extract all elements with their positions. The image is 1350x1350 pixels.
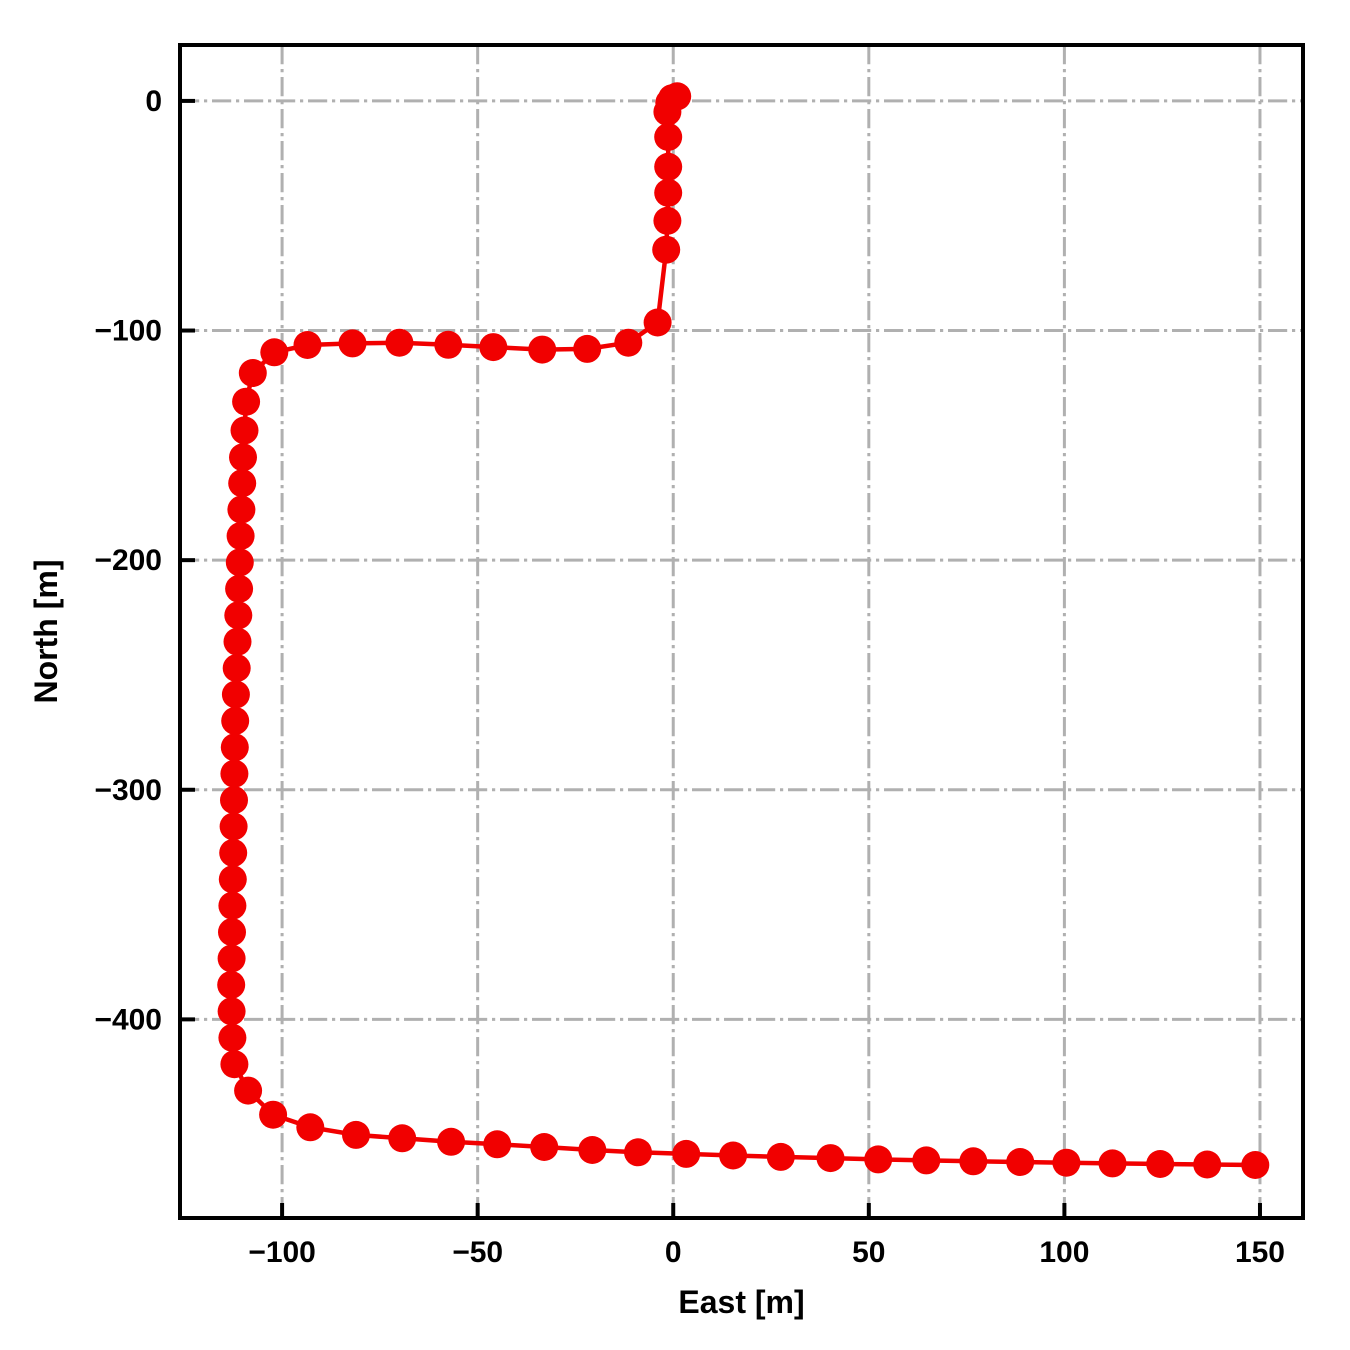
data-point bbox=[217, 997, 246, 1026]
data-point bbox=[222, 654, 251, 683]
data-point bbox=[672, 1139, 701, 1168]
data-point bbox=[385, 328, 414, 357]
data-point bbox=[864, 1145, 893, 1174]
data-point bbox=[220, 733, 249, 762]
data-point bbox=[221, 706, 250, 735]
x-tick-label: 100 bbox=[1039, 1236, 1089, 1269]
data-point bbox=[483, 1130, 512, 1159]
data-point bbox=[437, 1127, 466, 1156]
x-tick-label: 150 bbox=[1235, 1236, 1285, 1269]
data-point bbox=[220, 759, 249, 788]
data-point bbox=[643, 308, 672, 337]
data-point bbox=[1052, 1148, 1081, 1177]
data-point bbox=[654, 152, 683, 181]
data-point bbox=[653, 97, 682, 126]
trajectory-line bbox=[228, 94, 1258, 1168]
data-point bbox=[218, 891, 247, 920]
data-point bbox=[220, 786, 248, 815]
data-point bbox=[293, 331, 322, 359]
y-tick-label: −400 bbox=[94, 1003, 162, 1036]
x-tick-label: 50 bbox=[852, 1236, 885, 1269]
axis-ticks bbox=[180, 98, 1262, 1218]
data-point bbox=[218, 865, 247, 894]
data-point bbox=[816, 1144, 845, 1173]
trajectory-data-points bbox=[217, 82, 1270, 1179]
data-point bbox=[578, 1136, 607, 1164]
data-point bbox=[1006, 1148, 1035, 1176]
data-point bbox=[528, 335, 557, 364]
x-tick-label: 0 bbox=[665, 1236, 682, 1269]
data-point bbox=[296, 1113, 325, 1142]
data-point bbox=[434, 330, 463, 359]
data-point bbox=[227, 495, 256, 524]
data-point bbox=[1146, 1150, 1175, 1178]
data-point bbox=[479, 333, 508, 362]
data-point bbox=[1193, 1150, 1222, 1179]
data-point bbox=[654, 178, 683, 207]
data-point bbox=[234, 1076, 263, 1105]
data-point bbox=[719, 1141, 748, 1170]
data-point bbox=[221, 680, 250, 709]
y-tick-label: −100 bbox=[94, 315, 162, 348]
data-point bbox=[223, 627, 252, 656]
data-point bbox=[338, 329, 367, 358]
data-point bbox=[614, 328, 643, 357]
data-point bbox=[260, 338, 289, 367]
x-tick-label: −50 bbox=[452, 1236, 503, 1269]
data-point bbox=[225, 548, 254, 577]
data-point bbox=[226, 522, 255, 550]
axes-frame bbox=[178, 43, 1305, 1220]
y-tick-label: 0 bbox=[145, 85, 162, 118]
data-point bbox=[219, 838, 248, 867]
data-point bbox=[624, 1138, 652, 1167]
axis-tick-labels: −100 −50 0 50 100 150 0 −100 −200 −300 −400 bbox=[94, 85, 1285, 1269]
data-point bbox=[912, 1146, 941, 1175]
data-point bbox=[232, 387, 261, 416]
y-tick-label: −300 bbox=[94, 774, 162, 807]
data-point bbox=[224, 601, 253, 630]
data-point bbox=[959, 1147, 988, 1176]
data-point bbox=[530, 1133, 559, 1161]
data-point bbox=[652, 235, 681, 264]
data-point bbox=[217, 944, 246, 973]
x-tick-label: −100 bbox=[248, 1236, 316, 1269]
data-point bbox=[220, 1050, 249, 1079]
data-point bbox=[342, 1120, 370, 1149]
data-point bbox=[573, 334, 602, 363]
data-point bbox=[218, 1023, 247, 1052]
data-point bbox=[388, 1124, 417, 1153]
data-point bbox=[259, 1100, 288, 1129]
data-point bbox=[225, 574, 254, 603]
y-axis-label: North [m] bbox=[28, 560, 64, 704]
data-point bbox=[230, 416, 259, 445]
data-point bbox=[1098, 1149, 1127, 1178]
data-point bbox=[218, 918, 246, 947]
y-tick-label: −200 bbox=[94, 544, 162, 577]
grid-lines bbox=[180, 45, 1303, 1218]
data-point bbox=[229, 443, 257, 472]
x-axis-label: East [m] bbox=[678, 1284, 804, 1320]
data-point bbox=[219, 812, 248, 841]
data-point bbox=[217, 970, 246, 999]
data-point bbox=[766, 1142, 795, 1171]
data-point bbox=[653, 206, 682, 235]
data-point bbox=[238, 359, 267, 387]
data-point bbox=[654, 123, 683, 151]
data-point bbox=[1241, 1151, 1270, 1179]
data-point bbox=[228, 469, 257, 498]
